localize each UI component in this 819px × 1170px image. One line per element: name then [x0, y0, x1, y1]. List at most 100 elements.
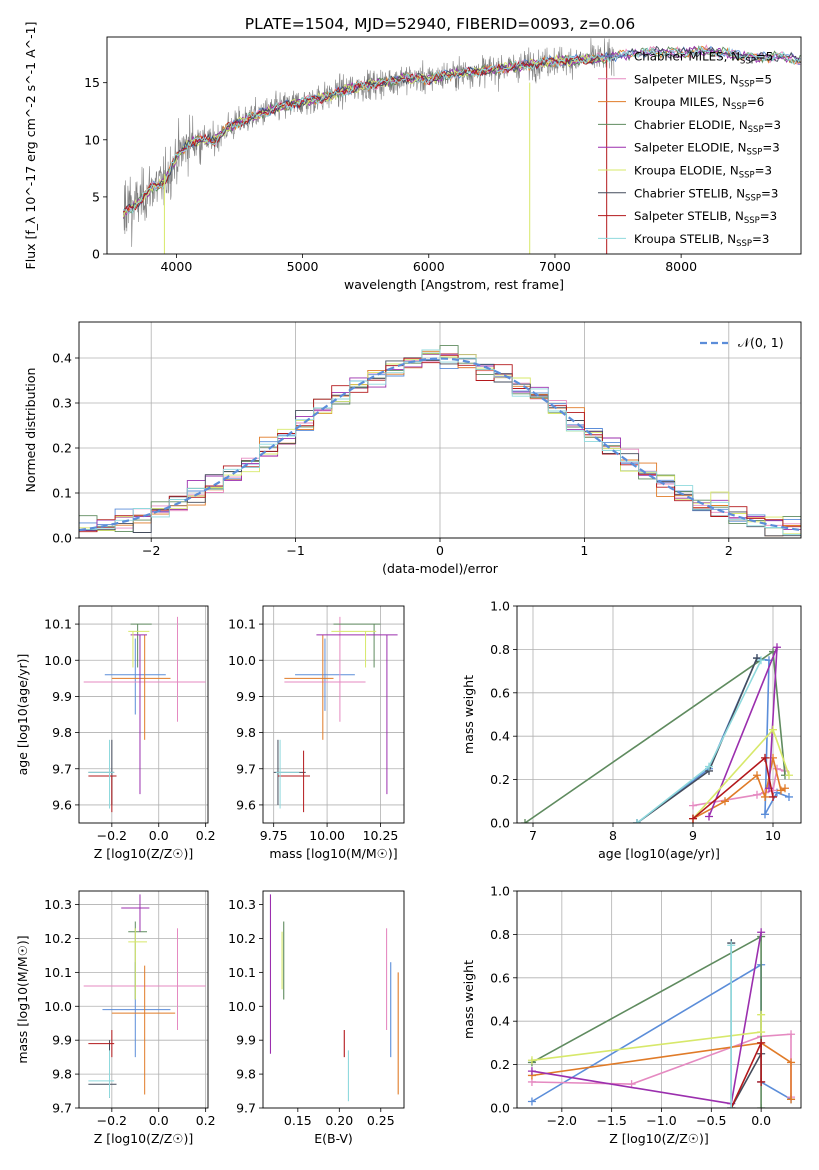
x-tick-label: 5000	[287, 259, 319, 274]
legend-subscript: SSP	[746, 148, 762, 158]
y-axis-label: mass weight	[461, 960, 476, 1039]
x-tick-label: −2.0	[547, 1113, 577, 1128]
legend-subscript: SSP	[736, 239, 752, 249]
x-tick-label: 0.15	[284, 1113, 312, 1128]
plot-area	[122, 38, 801, 254]
y-tick-label: 0.4	[490, 729, 510, 744]
plot-area	[527, 928, 796, 1108]
weight-line-chabrier_miles	[636, 657, 790, 823]
y-tick-label: 15	[84, 75, 100, 90]
y-tick-label: 10.3	[44, 897, 72, 912]
y-tick-label: 0.8	[490, 642, 510, 657]
plot-area	[521, 643, 793, 823]
weight-marker-kroupa_stelib	[633, 819, 641, 823]
x-tick-label: 1	[580, 543, 588, 558]
legend-subscript: SSP	[739, 79, 755, 89]
y-tick-label: 0.2	[490, 772, 510, 787]
figure-title: PLATE=1504, MJD=52940, FIBERID=0093, z=0…	[245, 15, 635, 33]
y-tick-label: 9.7	[236, 761, 256, 776]
x-tick-label: 10.00	[309, 828, 345, 843]
axes-frame	[262, 890, 405, 1109]
weight-marker-chabrier_miles	[785, 792, 793, 801]
age-vs-Z-panel: −0.2 0.0 0.2 9.6 9.7 9.8 9.9 10.0 10.1 Z [log10(Z…	[15, 605, 216, 861]
x-tick-label: 0.2	[196, 1113, 216, 1128]
weight-marker-salpeter_elodie	[527, 1067, 536, 1076]
x-tick-label: 0.25	[367, 1113, 395, 1128]
legend-value: =6	[747, 95, 764, 109]
y-tick-label: 0.0	[490, 816, 510, 831]
x-axis-label: mass [log10(M/M☉)]	[269, 846, 397, 861]
y-tick-label: 9.7	[52, 1101, 72, 1116]
y-tick-label: 0.6	[490, 970, 510, 985]
x-tick-label: 6000	[413, 259, 445, 274]
mass-weight-vs-Z-panel: −2.0 −1.5 −1.0 −0.5 0.0 0.0 0.2 0.4 0.6 0.8 1.0 Z […	[461, 884, 802, 1146]
y-tick-label: 9.9	[52, 1033, 72, 1048]
y-tick-label: 0.2	[52, 441, 72, 456]
histogram-kroupa_stelib	[79, 349, 801, 538]
x-tick-label: 2	[725, 543, 733, 558]
y-tick-label: 10.0	[228, 999, 256, 1014]
y-tick-label: 9.8	[52, 1067, 72, 1082]
plot-area	[83, 894, 206, 1098]
y-tick-label: 9.8	[236, 725, 256, 740]
legend-subscript: SSP	[744, 216, 760, 226]
x-tick-label: 0.2	[196, 828, 216, 843]
axes-frame	[78, 605, 209, 824]
y-tick-label: 0.8	[490, 927, 510, 942]
x-tick-label: −1	[286, 543, 304, 558]
weight-marker-kroupa_miles	[753, 771, 761, 780]
axes-frame	[78, 890, 209, 1109]
weight-line-kroupa_miles	[531, 1042, 792, 1100]
x-tick-label: 8	[609, 828, 617, 843]
x-tick-label: 7	[529, 828, 537, 843]
y-tick-label: 10.1	[44, 617, 72, 632]
x-axis-label: Z [log10(Z/Z☉)]	[94, 846, 194, 861]
y-tick-label: 10.0	[44, 999, 72, 1014]
weight-marker-kroupa_stelib	[727, 1104, 736, 1108]
y-axis-label: Flux [f_λ 10^-17 erg cm^-2 s^-1 A^-1]	[23, 22, 38, 270]
y-tick-label: 10.1	[44, 965, 72, 980]
x-axis-label: E(B-V)	[314, 1131, 353, 1146]
weight-marker-salpeter_stelib	[761, 753, 769, 762]
y-tick-label: 9.9	[236, 1033, 256, 1048]
y-tick-label: 9.9	[52, 689, 72, 704]
legend-value: =3	[752, 232, 769, 246]
axes-frame	[106, 36, 802, 255]
legend-entry-kroupa_stelib: Kroupa STELIB, NSSP=3	[634, 232, 769, 249]
legend-entry-chabrier_miles: Chabrier MILES, NSSP=5	[634, 50, 773, 67]
y-tick-label: 10.0	[44, 653, 72, 668]
weight-marker-salpeter_elodie	[705, 812, 713, 821]
legend-subscript: SSP	[739, 171, 755, 181]
mass-vs-Z-panel: −0.2 0.0 0.2 9.7 9.8 9.9 10.0 10.1 10.2 10.3 Z [lo…	[15, 890, 216, 1146]
weight-marker-kroupa_elodie	[769, 725, 777, 734]
residuals-panel: −2 −1 0 1 2 0.0 0.1 0.2 0.3 0.4 (data-model)/error…	[23, 321, 802, 576]
x-axis-label: (data-model)/error	[382, 561, 499, 576]
weight-marker-chabrier_miles	[761, 810, 769, 819]
y-tick-label: 0.4	[490, 1014, 510, 1029]
weight-line-kroupa_elodie	[692, 728, 790, 820]
weight-marker-salpeter_stelib	[757, 1077, 766, 1086]
y-tick-label: 0.0	[490, 1101, 510, 1116]
y-tick-label: 10.1	[228, 965, 256, 980]
model-line-chabrier_stelib	[122, 45, 801, 213]
spectrum-panel: 4000 5000 6000 7000 8000 0 5 10 15 wavelength [An…	[23, 22, 802, 292]
y-tick-label: 0.0	[52, 531, 72, 546]
weight-line-kroupa_stelib	[636, 659, 762, 823]
legend-value: =3	[764, 118, 781, 132]
legend-value: =5	[756, 50, 773, 64]
axes-frame	[262, 605, 405, 824]
legend-entry-chabrier_stelib: Chabrier STELIB, NSSP=3	[634, 186, 778, 203]
weight-marker-kroupa_miles	[761, 792, 769, 801]
legend-entry-salpeter_stelib: Salpeter STELIB, NSSP=3	[634, 209, 777, 226]
legend-value: =3	[755, 164, 772, 178]
x-tick-label: −1.5	[596, 1113, 626, 1128]
legend-value: =5	[755, 72, 772, 86]
weight-marker-kroupa_elodie	[757, 1028, 766, 1037]
legend-value: =3	[760, 209, 777, 223]
y-tick-label: 10.2	[228, 931, 256, 946]
legend-subscript: SSP	[740, 57, 756, 67]
x-axis-label: Z [log10(Z/Z☉)]	[94, 1131, 194, 1146]
y-tick-label: 0	[92, 247, 100, 262]
x-axis-label: age [log10(age/yr)]	[598, 846, 720, 861]
y-tick-label: 9.8	[52, 725, 72, 740]
